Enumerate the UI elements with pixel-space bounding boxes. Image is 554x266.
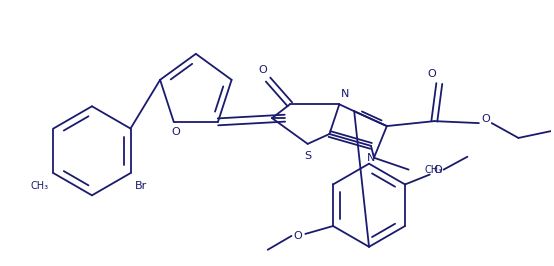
Text: Br: Br (135, 181, 147, 191)
Text: O: O (171, 127, 180, 137)
Text: N: N (341, 89, 350, 99)
Text: CH₃: CH₃ (30, 181, 48, 191)
Text: O: O (293, 231, 302, 241)
Text: CH₃: CH₃ (424, 165, 443, 174)
Text: S: S (304, 151, 311, 161)
Text: O: O (259, 65, 268, 75)
Text: O: O (481, 114, 490, 124)
Text: O: O (433, 165, 442, 174)
Text: O: O (427, 69, 436, 79)
Text: N: N (367, 153, 375, 163)
